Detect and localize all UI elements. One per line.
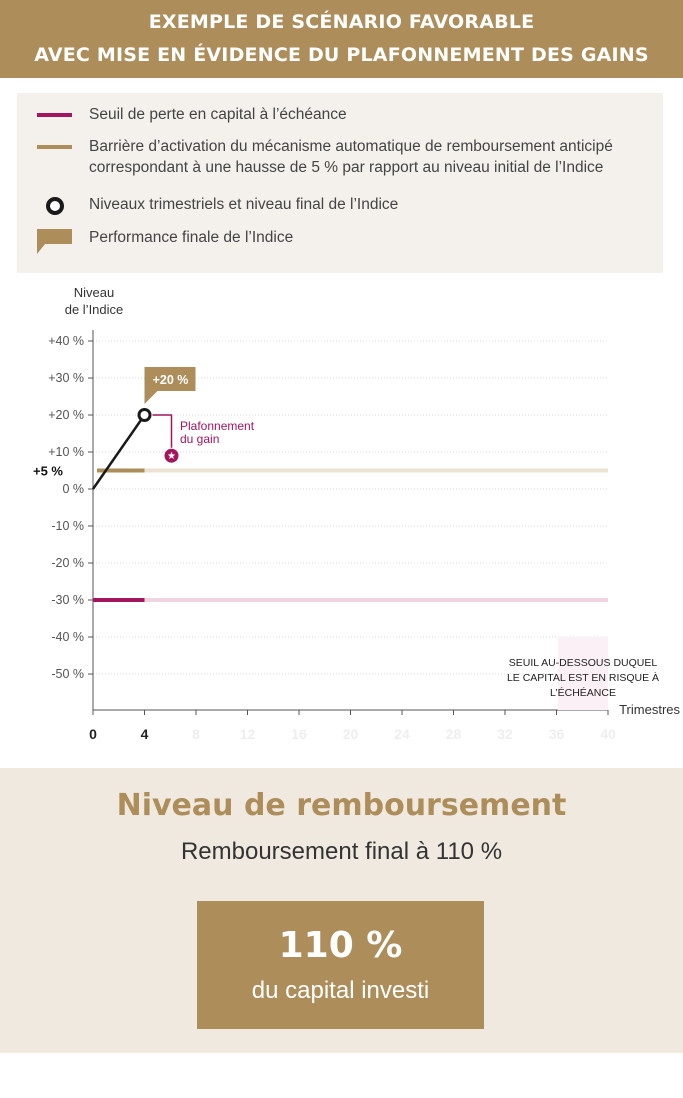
repayment-label: du capital investi xyxy=(251,977,430,1004)
cap-annotation-text: du gain xyxy=(180,432,219,446)
line-swatch-icon xyxy=(37,113,72,117)
page-header: EXEMPLE DE SCÉNARIO FAVORABLE AVEC MISE … xyxy=(0,0,683,78)
x-tick-label: 16 xyxy=(291,726,307,742)
y-tick-label: -10 % xyxy=(51,519,84,533)
repayment-section: Niveau de remboursement Remboursement fi… xyxy=(0,768,683,1053)
legend-label: Niveaux trimestriels et niveau final de … xyxy=(89,196,399,213)
y-tick-label: +40 % xyxy=(48,334,84,348)
legend: Seuil de perte en capital à l’échéance B… xyxy=(17,93,663,273)
y-tick-label: +10 % xyxy=(48,445,84,459)
y-tick-label: -20 % xyxy=(51,556,84,570)
index-point-marker xyxy=(137,408,152,422)
repayment-result-box: 110 % du capital investi xyxy=(197,901,484,1029)
repayment-title: Niveau de remboursement xyxy=(116,788,567,823)
legend-label: Seuil de perte en capital à l’échéance xyxy=(89,106,347,123)
flag-swatch-icon xyxy=(37,229,72,254)
risk-zone xyxy=(558,637,608,710)
x-tick-label: 12 xyxy=(240,726,256,742)
header-title-line-2: AVEC MISE EN ÉVIDENCE DU PLAFONNEMENT DE… xyxy=(34,44,649,66)
circle-marker-icon xyxy=(46,197,64,215)
x-tick-label: 8 xyxy=(192,726,200,742)
x-tick-label: 28 xyxy=(446,726,462,742)
y-tick-label: -50 % xyxy=(51,667,84,681)
threshold-note: L’ÉCHÉANCE xyxy=(550,686,616,699)
star-icon xyxy=(167,451,176,459)
y-axis-title: de l’Indice xyxy=(65,302,124,317)
x-tick-label: 0 xyxy=(89,726,97,742)
y-tick-label: -40 % xyxy=(51,630,84,644)
x-tick-label: 32 xyxy=(497,726,513,742)
threshold-note: SEUIL AU-DESSOUS DUQUEL xyxy=(509,657,658,669)
x-axis-title: Trimestres xyxy=(619,702,680,717)
y-tick-label: 0 % xyxy=(62,482,84,496)
y-tick-label: +30 % xyxy=(48,371,84,385)
x-tick-label: 20 xyxy=(343,726,359,742)
cap-bracket xyxy=(152,414,173,448)
repayment-value: 110 % xyxy=(278,925,403,966)
x-tick-label: 36 xyxy=(549,726,565,742)
y-axis-title: Niveau xyxy=(74,285,114,300)
x-tick-label: 24 xyxy=(394,726,410,742)
y-tick-label: +20 % xyxy=(48,408,84,422)
barrier-label: +5 % xyxy=(33,464,63,479)
index-series-line xyxy=(91,414,146,490)
legend-label: Performance finale de l’Indice xyxy=(89,229,294,246)
final-performance-flag xyxy=(144,367,196,404)
final-performance-label: +20 % xyxy=(153,373,189,387)
legend-label: Barrière d’activation du mécanisme autom… xyxy=(89,138,613,176)
repayment-subtitle: Remboursement final à 110 % xyxy=(180,838,503,865)
x-tick-label: 40 xyxy=(600,726,616,742)
threshold-note: LE CAPITAL EST EN RISQUE À xyxy=(507,671,659,684)
y-tick-label: -30 % xyxy=(51,593,84,607)
cap-annotation-text: Plafonnement xyxy=(180,419,255,433)
index-chart: Niveau de l’Indice +40 % +30 % +20 % +10 % 0 %… xyxy=(33,285,680,742)
x-tick-label: 4 xyxy=(141,726,149,742)
line-swatch-icon xyxy=(37,145,72,149)
header-title-line-1: EXEMPLE DE SCÉNARIO FAVORABLE xyxy=(148,11,535,33)
